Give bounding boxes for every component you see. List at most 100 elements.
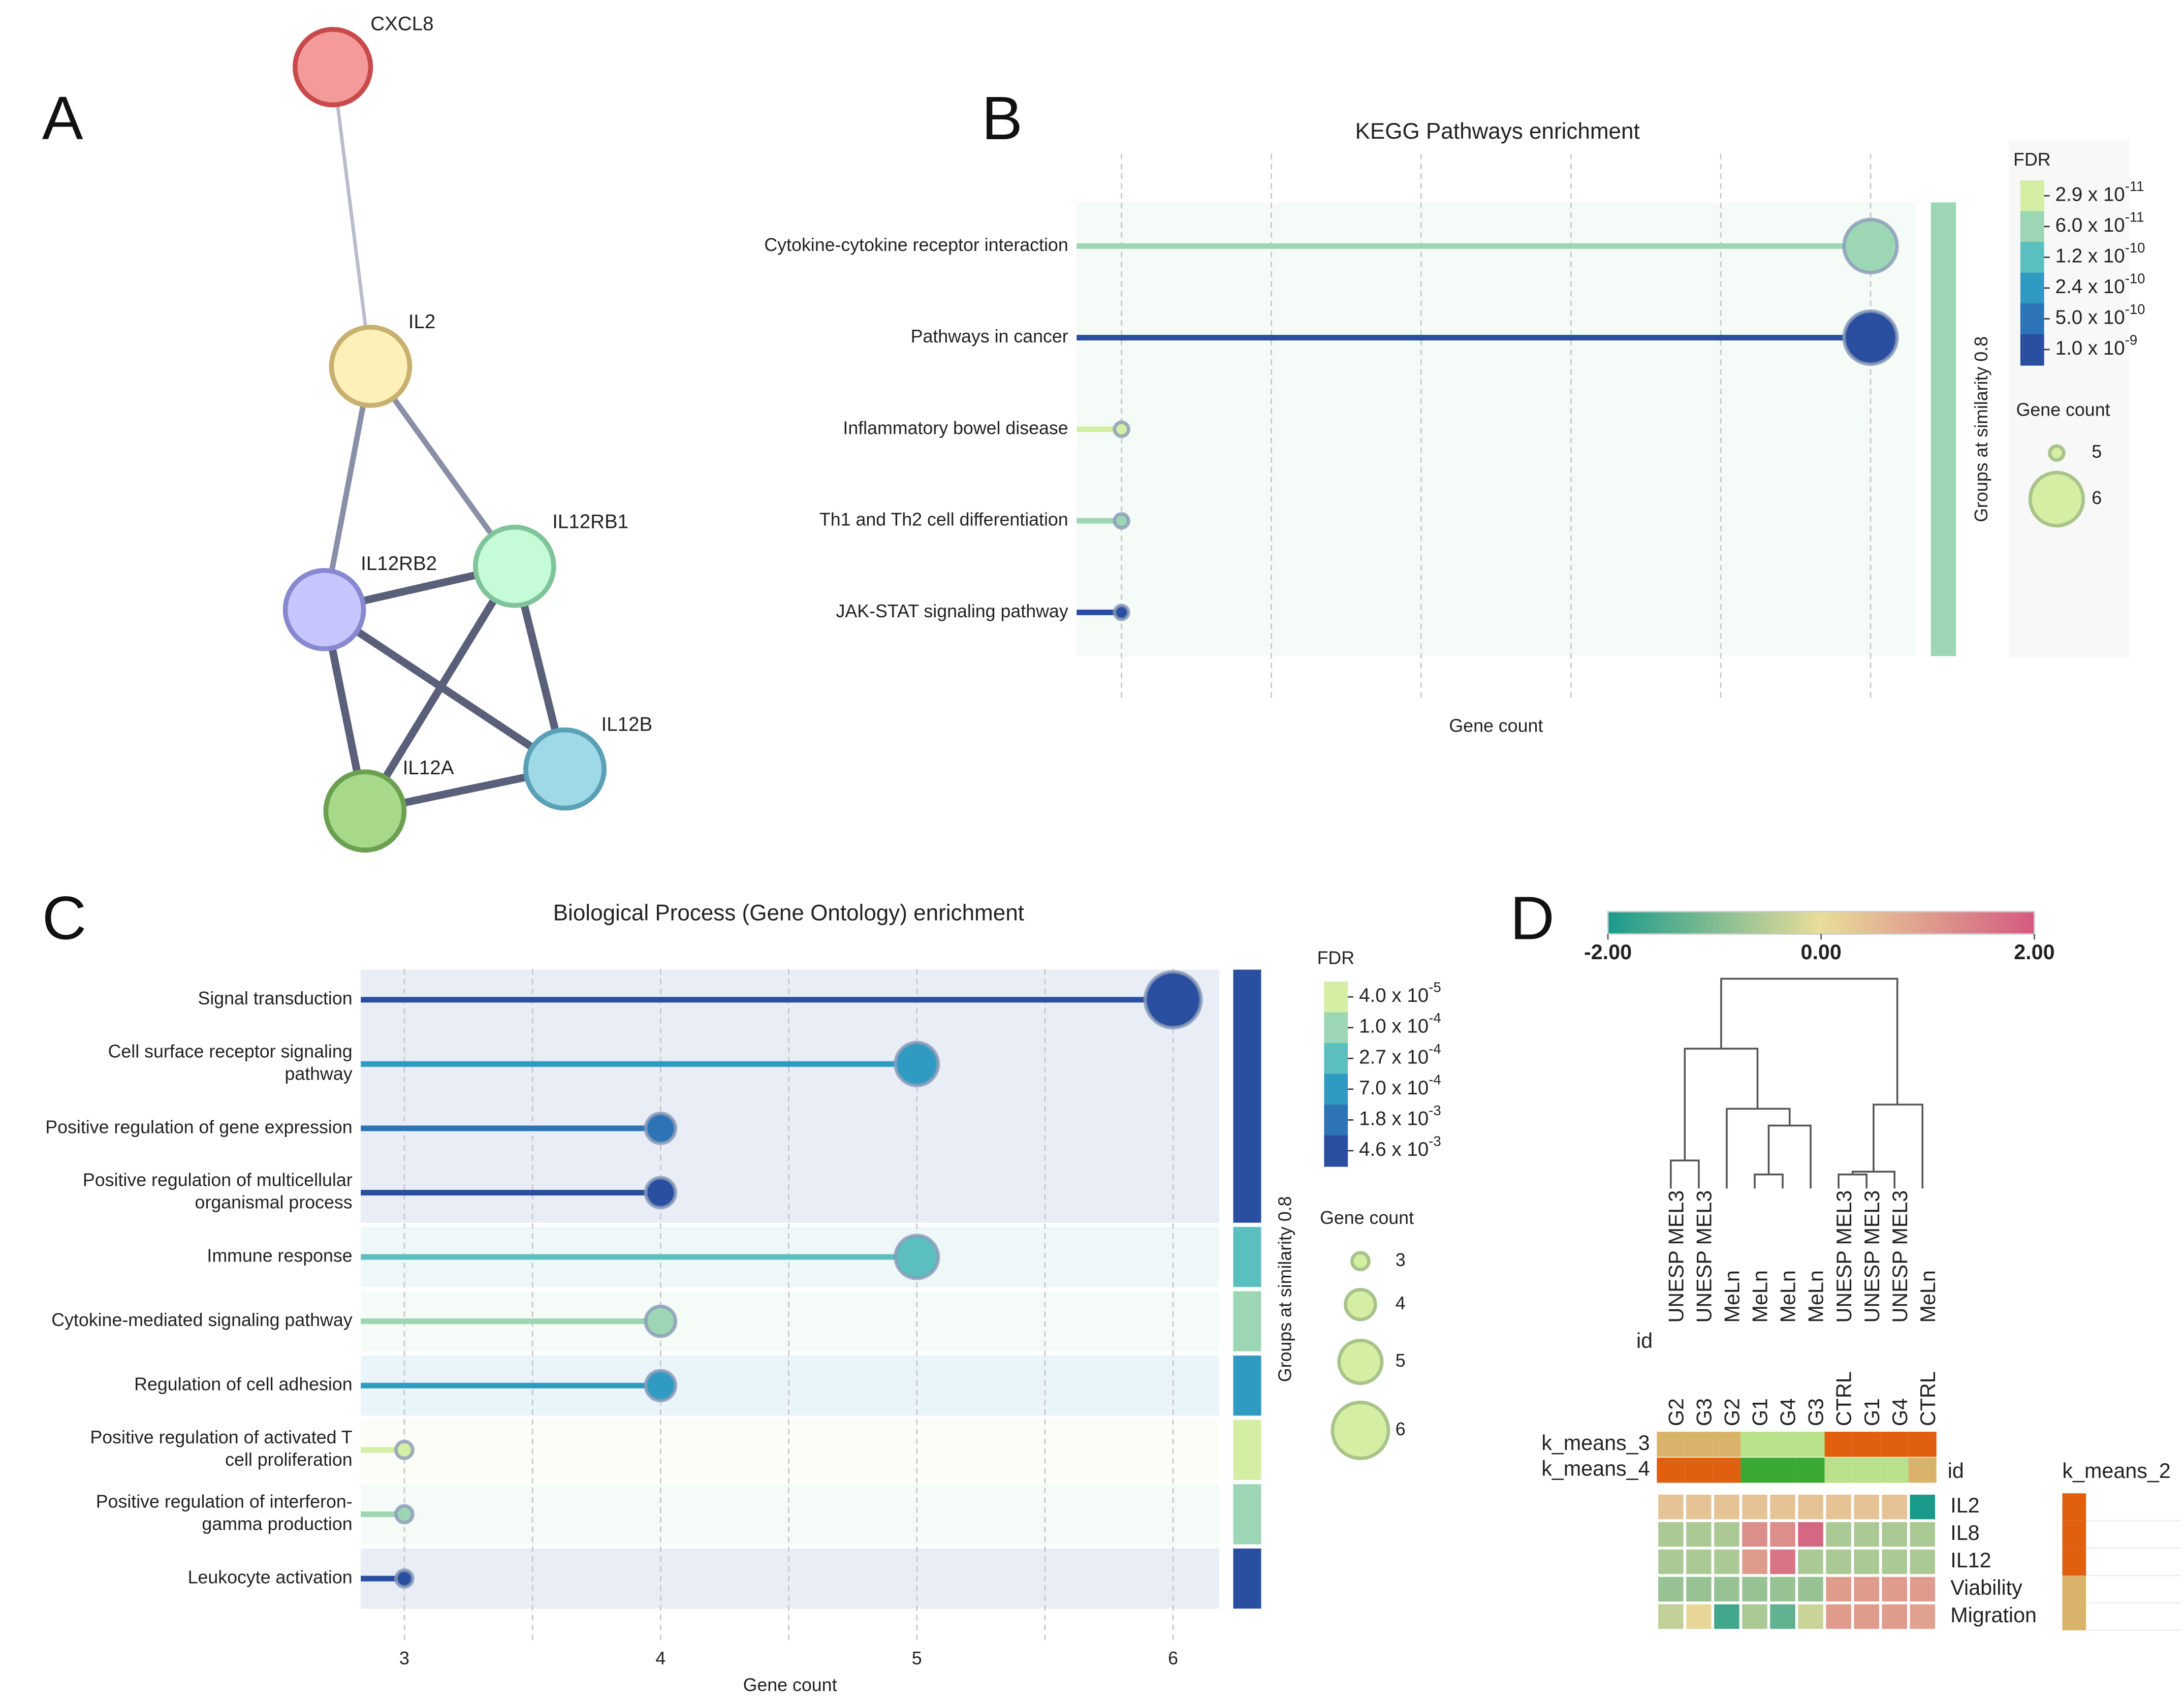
legend-label: 5.0 x 10-10	[2055, 301, 2145, 328]
node	[323, 769, 407, 853]
category-label: Cell surface receptor signaling pathway	[108, 1042, 353, 1084]
heatmap-cell	[1798, 1576, 1823, 1602]
heatmap-cell	[1882, 1576, 1907, 1602]
category-label: Positive regulation of gene expression	[45, 1117, 352, 1137]
legend-swatch	[2020, 211, 2044, 243]
bubble	[1113, 604, 1130, 621]
column-group: CTRL	[1832, 1371, 1856, 1426]
row-annotation-cell	[2062, 1548, 2086, 1576]
legend-label-exponent: -4	[1429, 1041, 1441, 1057]
heatmap-cell	[1714, 1522, 1739, 1547]
x-tick-label: 4	[655, 1648, 666, 1668]
node-label: IL12RB2	[361, 553, 437, 575]
column-group: G4	[1777, 1398, 1800, 1426]
category-label: Signal transduction	[198, 988, 352, 1008]
column-id: UNESP MEL3	[1665, 1190, 1688, 1323]
annotation-cell	[1880, 1432, 1909, 1457]
column-id: MeLn	[1749, 1270, 1772, 1322]
size-legend-label: 3	[1396, 1250, 1406, 1270]
heatmap-cell	[1910, 1549, 1935, 1574]
heatmap-cell	[1826, 1522, 1851, 1547]
bubble	[394, 1504, 415, 1525]
size-legend-bubble	[1331, 1400, 1390, 1460]
size-legend-bubble	[1337, 1338, 1384, 1385]
column-id: MeLn	[1916, 1270, 1940, 1322]
size-legend-label: 6	[1396, 1419, 1406, 1439]
group-band	[361, 1420, 1219, 1480]
legend-label-exponent: -4	[1429, 1072, 1441, 1088]
category-label: Positive regulation of multicellular orga…	[83, 1170, 353, 1213]
heatmap-cell	[1910, 1522, 1935, 1547]
size-legend-label: 4	[1396, 1293, 1406, 1313]
legend-label-base: 2.9 x 10	[2055, 183, 2125, 205]
heatmap-cell	[1770, 1549, 1795, 1574]
legend-label-base: 2.7 x 10	[1359, 1046, 1429, 1068]
annotation-cell	[1768, 1458, 1797, 1483]
heatmap-cell	[1910, 1576, 1935, 1602]
x-axis-label: Gene count	[1449, 716, 1543, 736]
legend-swatch	[1324, 1135, 1348, 1167]
heatmap-cell	[1658, 1522, 1684, 1547]
group-bar	[1233, 1226, 1261, 1287]
bubble	[1113, 420, 1130, 438]
column-group: G3	[1693, 1398, 1716, 1426]
category-label: Pathways in cancer	[911, 326, 1068, 346]
legend-label: 2.9 x 10-11	[2055, 178, 2144, 205]
bubble	[1842, 309, 1899, 366]
x-tick-label: 6	[1168, 1648, 1178, 1668]
heatmap-cell	[1658, 1549, 1684, 1574]
panel-label: D	[1510, 883, 1554, 952]
row-label: Migration	[1950, 1603, 2037, 1627]
bubble	[644, 1304, 678, 1338]
edge	[361, 564, 518, 813]
legend-title: Gene count	[2016, 400, 2110, 420]
group-bar	[1233, 969, 1261, 1223]
x-axis-label: Gene count	[743, 1675, 837, 1695]
legend-label-base: 1.0 x 10	[1359, 1016, 1429, 1037]
legend-swatch	[1324, 1012, 1348, 1044]
heatmap-cell	[1798, 1604, 1823, 1629]
row-label: IL12	[1950, 1549, 1991, 1572]
colorbar	[1607, 910, 2035, 935]
annotation-cell	[1908, 1458, 1937, 1483]
bubble	[644, 1176, 678, 1210]
legend-label-exponent: -9	[2125, 332, 2137, 348]
id-label: id	[1636, 1329, 1653, 1352]
heatmap-cell	[1770, 1494, 1795, 1520]
heatmap-cell	[1686, 1576, 1712, 1602]
column-group: CTRL	[1916, 1371, 1940, 1426]
legend-title: FDR	[1317, 948, 1355, 968]
legend-label-exponent: -4	[1429, 1011, 1441, 1026]
legend-label: 1.2 x 10-10	[2055, 240, 2145, 267]
legend-label-exponent: -10	[2125, 240, 2145, 256]
chart-title: Biological Process (Gene Ontology) enric…	[553, 900, 1024, 925]
heatmap-cell	[1826, 1549, 1851, 1574]
legend-label: 7.0 x 10-4	[1359, 1072, 1441, 1099]
bubble	[394, 1568, 415, 1589]
annotation-cell	[1908, 1432, 1937, 1457]
legend-swatch	[1324, 1105, 1348, 1137]
group-band	[361, 1484, 1219, 1544]
legend-label: 4.6 x 10-3	[1359, 1133, 1441, 1160]
legend-title: Gene count	[1320, 1208, 1414, 1228]
node	[329, 325, 413, 408]
group-label: Groups at similarity 0.8	[1275, 1196, 1295, 1382]
colorbar-label: -2.00	[1584, 940, 1632, 964]
category-label: Regulation of cell adhesion	[134, 1374, 352, 1395]
legend-label-base: 7.0 x 10	[1359, 1077, 1429, 1099]
heatmap-cell	[1686, 1549, 1712, 1574]
legend-label-exponent: -3	[1429, 1133, 1441, 1149]
node-label: IL12RB1	[552, 511, 628, 532]
heatmap-cell	[1686, 1522, 1712, 1547]
group-band	[361, 1548, 1219, 1609]
legend-label-exponent: -11	[2125, 178, 2144, 194]
legend-label: 1.0 x 10-9	[2055, 332, 2138, 359]
node-label: IL2	[408, 311, 436, 333]
group-band	[1077, 202, 1916, 656]
annotation-cell	[1740, 1432, 1769, 1457]
node	[282, 568, 366, 651]
heatmap-cell	[1770, 1576, 1795, 1602]
group-bar	[1233, 1484, 1261, 1544]
